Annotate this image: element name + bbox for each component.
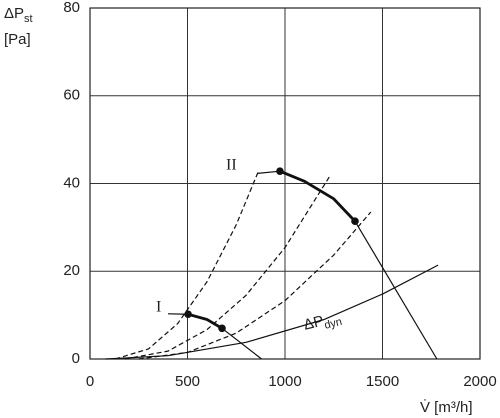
- y-tick-label: 40: [63, 174, 80, 191]
- curve: [279, 169, 357, 223]
- point: [184, 310, 192, 319]
- y-tick-label: 20: [63, 262, 80, 279]
- x-tick-label: 1500: [366, 373, 399, 390]
- annotation: II: [226, 157, 237, 174]
- y-tick-label: 60: [63, 87, 80, 104]
- annotation: ΔPdyn: [302, 308, 343, 336]
- x-axis-label: V̇ [m³/h]: [420, 399, 473, 416]
- x-tick-label: 0: [86, 373, 94, 390]
- y-tick-label: 80: [63, 0, 80, 16]
- x-tick-label: 1000: [268, 373, 301, 390]
- curve: [124, 175, 331, 360]
- point: [218, 324, 226, 333]
- annotation: I: [156, 299, 161, 316]
- x-tick-label: 500: [175, 373, 200, 390]
- curve: [187, 312, 223, 330]
- curve: [221, 327, 262, 360]
- point: [351, 217, 359, 226]
- plot-frame: [89, 7, 481, 360]
- curve: [105, 264, 439, 360]
- point: [276, 167, 284, 176]
- y-axis-label: ΔPst: [4, 5, 33, 25]
- x-tick-label: 2000: [463, 373, 496, 390]
- y-tick-label: 0: [72, 350, 80, 367]
- curve: [115, 171, 259, 360]
- y-axis-unit: [Pa]: [4, 31, 31, 48]
- curve: [354, 220, 438, 360]
